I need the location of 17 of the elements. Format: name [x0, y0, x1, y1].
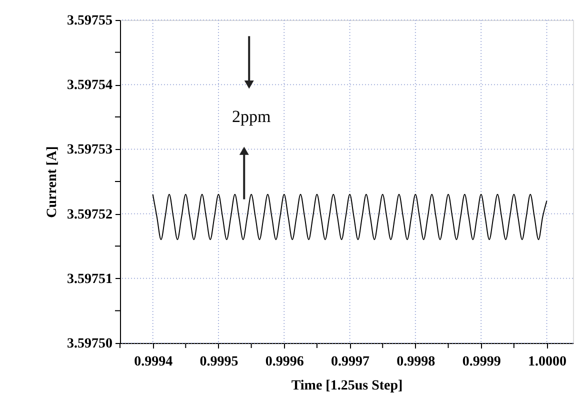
- y-tick-label: 3.59752: [67, 207, 112, 222]
- y-tick-label: 3.59754: [67, 78, 112, 94]
- x-tick-label: 0.9995: [200, 354, 238, 370]
- x-tick-label: 0.9998: [396, 354, 436, 370]
- annotation: 2ppm: [232, 106, 271, 126]
- y-tick-label: 3.59750: [67, 336, 112, 352]
- x-tick-label: 0.9994: [134, 354, 173, 370]
- x-axis-title: Time [1.25us Step]: [291, 378, 403, 394]
- y-axis-title: Current [A]: [45, 146, 60, 218]
- x-tick-label: 0.9999: [462, 354, 501, 370]
- y-tick-label: 3.59751: [67, 272, 112, 287]
- line-series: [152, 194, 548, 240]
- x-tick-label: 0.9996: [265, 354, 304, 370]
- y-tick-label: 3.59755: [67, 14, 112, 28]
- x-tick-label: 1.0000: [528, 354, 566, 370]
- x-tick-label: 0.9997: [331, 354, 370, 370]
- y-tick-label: 3.59753: [67, 142, 112, 158]
